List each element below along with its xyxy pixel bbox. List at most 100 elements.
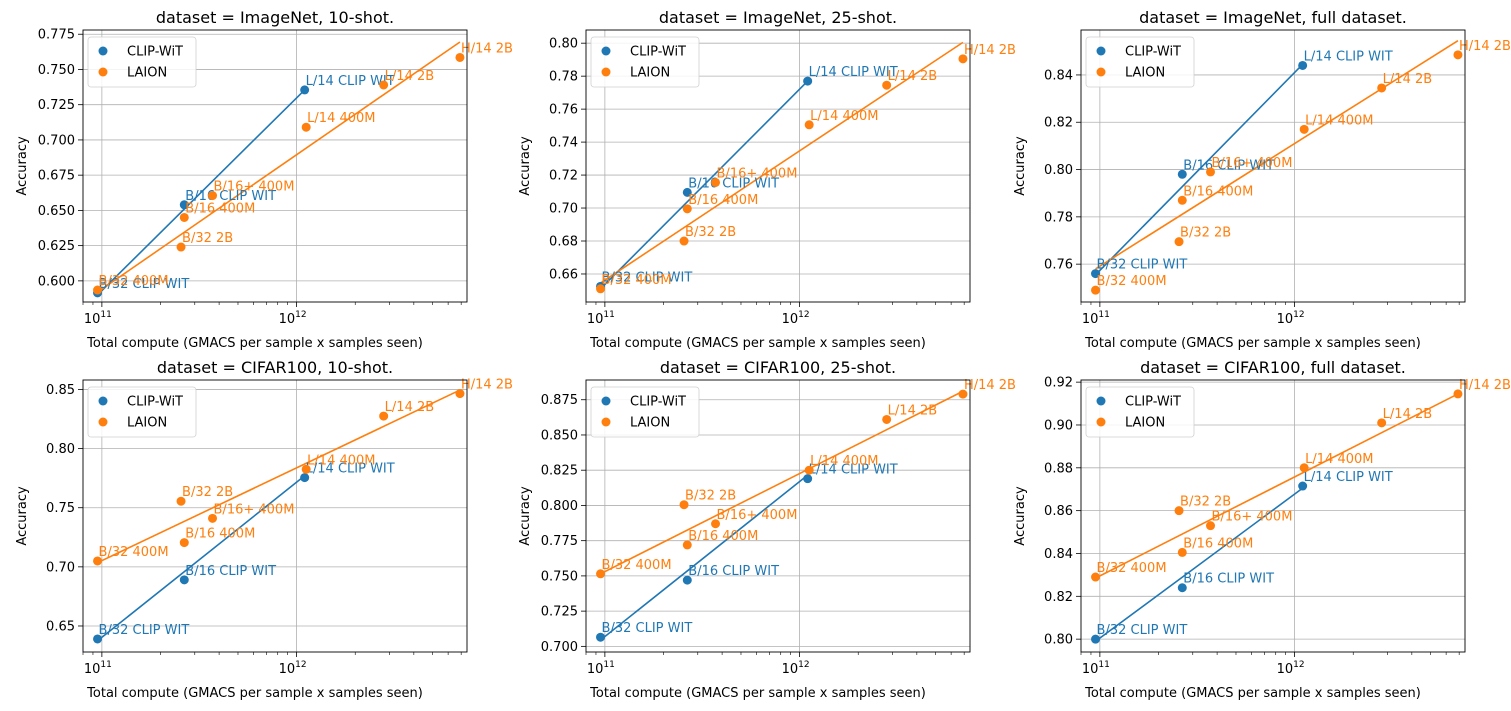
y-tick-label: 0.725	[541, 605, 578, 620]
legend-box	[87, 386, 197, 438]
legend-box	[1085, 386, 1195, 438]
point-label: B/16 400M	[185, 201, 255, 216]
legend: CLIP-WiT LAION	[590, 36, 700, 88]
point-label: B/32 2B	[1180, 226, 1231, 241]
point-label: B/16 CLIP WIT	[185, 564, 276, 579]
legend-marker	[601, 396, 611, 406]
legend-marker	[1096, 396, 1106, 406]
point-label: B/32 2B	[1180, 495, 1231, 510]
y-tick-label: 0.70	[549, 202, 578, 217]
y-tick-label: 0.76	[549, 103, 578, 118]
point-label: L/14 400M	[307, 453, 375, 468]
point-label: B/16 CLIP WIT	[688, 564, 779, 579]
legend-label: LAION	[127, 416, 167, 431]
point-label: L/14 400M	[1305, 452, 1373, 467]
laion-fit-line	[1095, 39, 1459, 270]
laion-point	[679, 500, 689, 510]
point-label: L/14 2B	[1383, 72, 1433, 87]
point-label: B/32 2B	[685, 225, 736, 240]
laion-point	[1453, 389, 1463, 399]
laion-point	[93, 285, 103, 295]
x-tick-label: 1012	[279, 660, 307, 677]
legend-label: CLIP-WiT	[1125, 45, 1181, 60]
point-label: B/16+ 400M	[717, 166, 798, 181]
laion-point	[1377, 83, 1387, 93]
y-tick-label: 0.875	[541, 393, 578, 408]
y-tick-label: 0.68	[549, 235, 578, 250]
laion-point	[379, 411, 389, 421]
plot-frame	[1080, 29, 1466, 303]
point-label: B/32 400M	[1097, 274, 1167, 289]
laion-point	[596, 284, 606, 294]
point-label: B/16+ 400M	[1212, 510, 1293, 525]
laion-point	[301, 122, 311, 132]
laion-point	[1206, 521, 1216, 531]
legend-label: LAION	[1125, 66, 1165, 81]
point-label: B/16 CLIP WIT	[688, 176, 779, 191]
legend: CLIP-WiT LAION	[87, 386, 197, 438]
laion-point	[711, 177, 721, 187]
legend-label: LAION	[630, 66, 670, 81]
laion-point	[1206, 167, 1216, 177]
x-tick-label: 1011	[587, 660, 615, 677]
point-label: L/14 400M	[307, 111, 375, 126]
point-label: L/14 CLIP WIT	[1304, 49, 1393, 64]
point-label: L/14 CLIP WIT	[306, 74, 395, 89]
x-tick-label: 1011	[84, 660, 112, 677]
point-label: B/16 400M	[185, 527, 255, 542]
point-label: B/16+ 400M	[1212, 156, 1293, 171]
point-label: L/14 CLIP WIT	[306, 462, 395, 477]
legend-marker	[98, 396, 108, 406]
y-tick-label: 0.92	[1044, 376, 1073, 391]
point-label: L/14 400M	[810, 109, 878, 124]
laion-point	[682, 204, 692, 214]
legend-marker	[98, 46, 108, 56]
legend-marker	[1096, 417, 1106, 427]
clip-wit-point	[682, 187, 692, 197]
x-tick-label: 1011	[1082, 310, 1110, 327]
legend-box	[590, 36, 700, 88]
laion-point	[1377, 418, 1387, 428]
y-tick-label: 0.600	[38, 274, 75, 289]
laion-point	[176, 496, 186, 506]
point-label: L/14 CLIP WIT	[809, 463, 898, 478]
legend: CLIP-WiT LAION	[1085, 36, 1195, 88]
laion-point	[1174, 237, 1184, 247]
laion-point	[208, 191, 218, 201]
y-tick-label: 0.775	[541, 534, 578, 549]
point-label: B/32 2B	[685, 489, 736, 504]
clip-wit-fit-line	[97, 475, 306, 642]
point-label: B/32 CLIP WIT	[99, 277, 190, 292]
y-tick-label: 0.80	[46, 442, 75, 457]
chart-title: dataset = ImageNet, 10-shot.	[156, 8, 394, 27]
point-label: B/16+ 400M	[214, 502, 295, 517]
clip-wit-fit-line	[599, 80, 809, 290]
x-axis-label: Total compute (GMACS per sample x sample…	[589, 336, 926, 351]
laion-point	[208, 513, 218, 523]
plot-frame	[1080, 379, 1466, 653]
point-label: B/16 400M	[688, 529, 758, 544]
y-tick-label: 0.82	[1044, 590, 1073, 605]
laion-point	[682, 540, 692, 550]
x-tick-label: 1012	[782, 310, 810, 327]
clip-wit-point	[179, 200, 189, 210]
point-label: B/32 CLIP WIT	[1097, 623, 1188, 638]
x-tick-label: 1012	[1277, 310, 1305, 327]
laion-point	[1174, 506, 1184, 516]
point-label: B/16 CLIP WIT	[1183, 158, 1274, 173]
y-tick-label: 0.76	[1044, 258, 1073, 273]
laion-point	[596, 569, 606, 579]
point-label: L/14 400M	[810, 454, 878, 469]
point-label: H/14 2B	[1459, 378, 1511, 393]
clip-wit-point	[1298, 60, 1308, 70]
chart-title: dataset = ImageNet, 25-shot.	[659, 8, 897, 27]
chart-title: dataset = ImageNet, full dataset.	[1139, 8, 1407, 27]
point-label: L/14 2B	[888, 403, 938, 418]
legend: CLIP-WiT LAION	[1085, 386, 1195, 438]
laion-point	[711, 519, 721, 529]
laion-point	[301, 464, 311, 474]
point-label: B/32 2B	[182, 231, 233, 246]
point-label: H/14 2B	[1459, 39, 1511, 54]
clip-wit-point	[1298, 481, 1308, 491]
